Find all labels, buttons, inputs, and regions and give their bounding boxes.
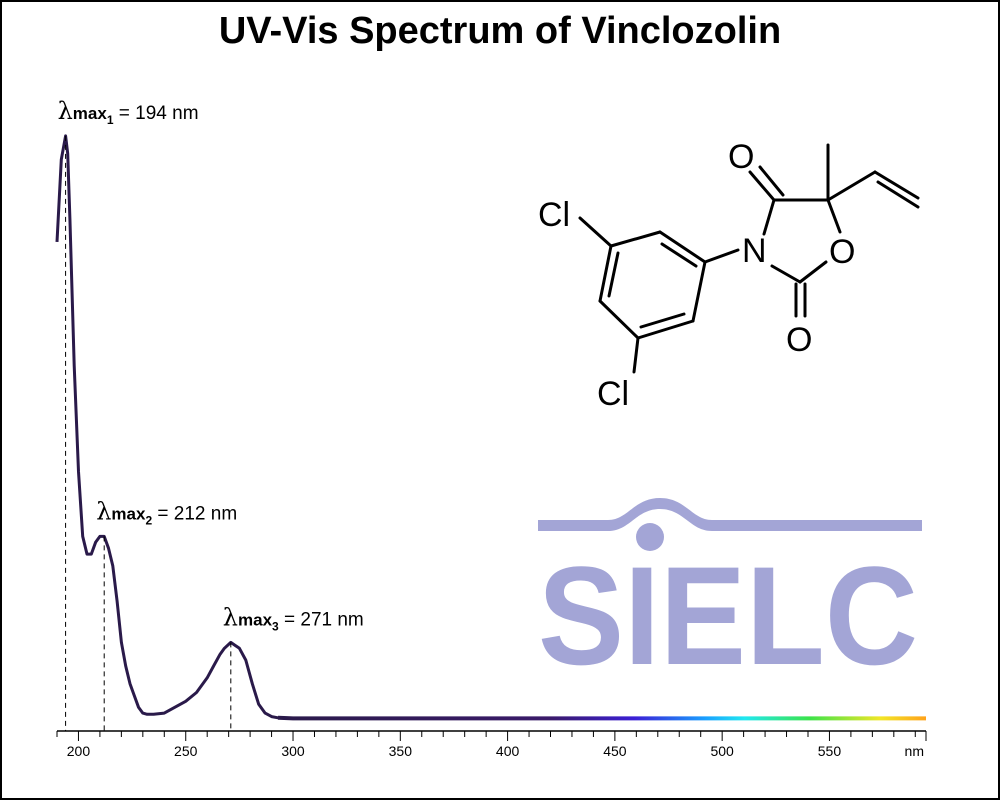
logo-wave-bar <box>538 498 922 531</box>
atom-n: N <box>742 232 767 270</box>
x-tick-label: 350 <box>389 743 413 759</box>
x-tick-label: 400 <box>496 743 520 759</box>
atom-o-carbonyl-top: O <box>728 138 754 176</box>
atom-o-ring: O <box>829 233 855 271</box>
peak-annotation-label: λmax1 = 194 nm <box>58 97 199 127</box>
x-tick-label: 550 <box>818 743 842 759</box>
molecule-structure <box>578 143 920 374</box>
atom-cl-top: Cl <box>538 196 570 234</box>
spectrum-line <box>55 134 294 720</box>
plot-area: 200 250 300 350 400 450 500 550 nm λmax1 = 194 nm… <box>55 97 927 759</box>
x-tick-label: 500 <box>710 743 734 759</box>
atom-cl-bottom: Cl <box>597 375 629 413</box>
x-tick-label: 200 <box>67 743 91 759</box>
x-tick-label: 300 <box>281 743 305 759</box>
atom-o-carbonyl-bottom: O <box>786 321 812 359</box>
chart-title: UV-Vis Spectrum of Vinclozolin <box>218 10 782 52</box>
peak-annotation-label: λmax3 = 271 nm <box>223 603 364 633</box>
x-axis-unit-label: nm <box>905 743 924 759</box>
molecule-atom-labels: Cl Cl N O O O <box>538 138 855 413</box>
sielc-logo: SIELC <box>538 498 922 694</box>
x-tick-label: 450 <box>603 743 627 759</box>
spectrum-line-visible-tail <box>277 715 926 721</box>
peak-annotation-label: λmax2 = 212 nm <box>96 497 237 527</box>
x-tick-label: 250 <box>174 743 198 759</box>
logo-i-dot <box>636 523 664 551</box>
logo-text: SIELC <box>538 537 918 694</box>
